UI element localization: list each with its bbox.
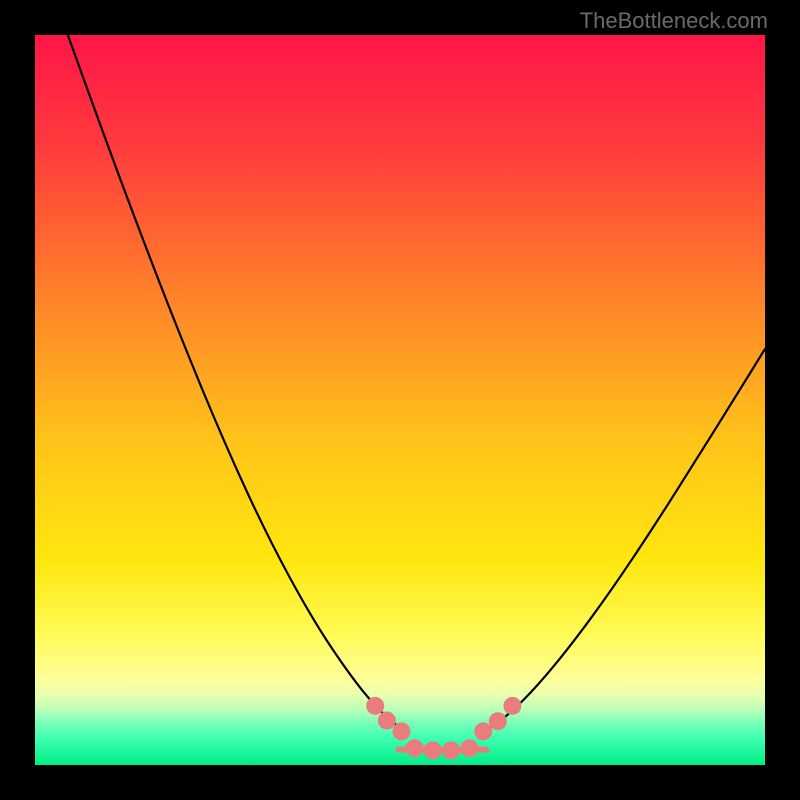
plot-area xyxy=(35,35,765,765)
chart-frame: TheBottleneck.com xyxy=(0,0,800,800)
bottleneck-chart xyxy=(0,0,800,800)
marker-right xyxy=(474,722,492,740)
watermark-text: TheBottleneck.com xyxy=(580,8,768,34)
marker-left xyxy=(392,722,410,740)
marker-left xyxy=(366,697,384,715)
marker-right xyxy=(503,697,521,715)
marker-bottom xyxy=(406,739,424,757)
marker-bottom xyxy=(460,739,478,757)
marker-right xyxy=(489,712,507,730)
marker-bottom xyxy=(442,741,460,759)
marker-bottom xyxy=(424,741,442,759)
marker-left xyxy=(378,711,396,729)
